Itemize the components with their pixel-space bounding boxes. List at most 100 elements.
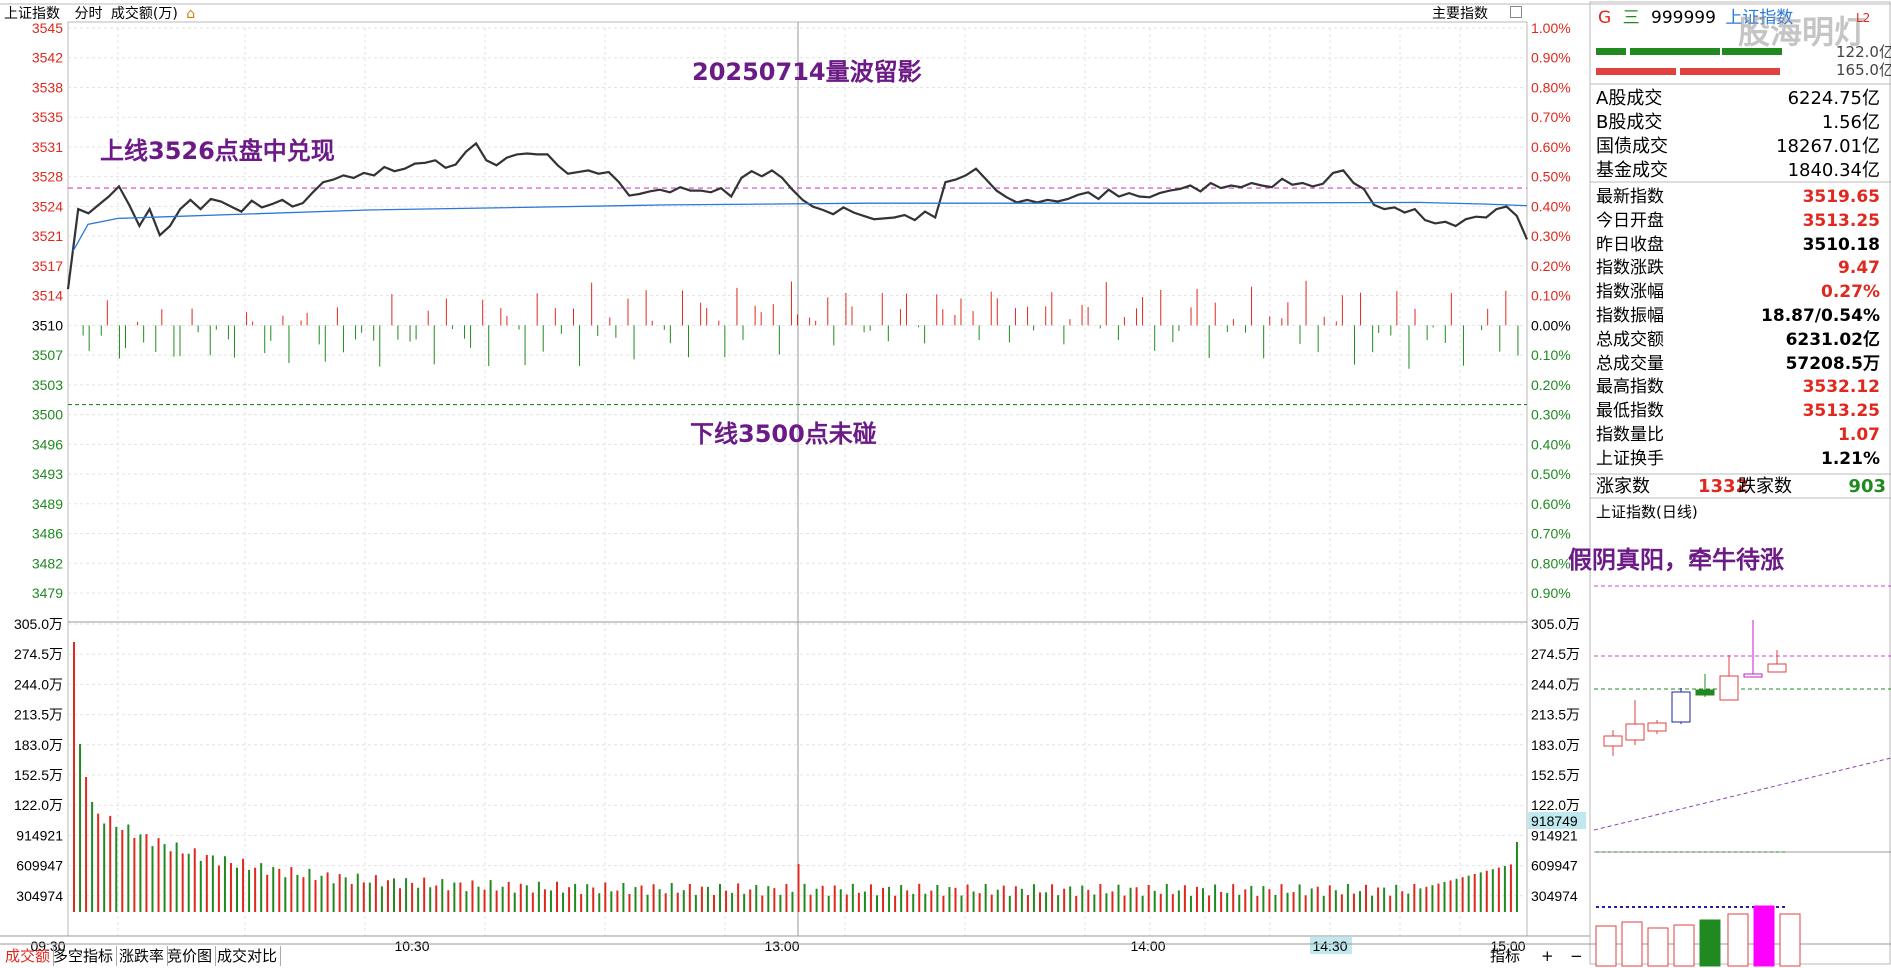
daily-candle	[1647, 722, 1667, 732]
summary-label: 基金成交	[1596, 160, 1668, 181]
percent-tick-label: 0.80%	[1531, 555, 1571, 571]
volume-tick-label: 183.0万	[14, 737, 63, 753]
price-tick-label: 3542	[32, 50, 63, 66]
stat-value: 3513.25	[1802, 210, 1880, 231]
zoom-in-button[interactable]: +	[1541, 947, 1554, 965]
volume-tick-label: 274.5万	[14, 646, 63, 662]
stat-row: 指数涨幅 0.27%	[1594, 281, 1884, 303]
tab-4[interactable]: 成交对比	[214, 946, 282, 966]
stat-value: 1.07	[1838, 425, 1880, 445]
l2-badge[interactable]: L2	[1856, 11, 1871, 25]
ratio-bar-green	[1722, 48, 1782, 55]
volume-right-label: 305.0万	[1531, 616, 1580, 632]
zoom-out-button[interactable]: −	[1570, 947, 1583, 965]
bar-value-2: 165.0亿	[1836, 61, 1891, 79]
tab-0[interactable]: 成交额	[2, 946, 55, 966]
price-tick-label: 3482	[32, 555, 63, 571]
time-tick-label: 10:30	[394, 938, 429, 954]
volume-tick-label: 244.0万	[14, 676, 63, 692]
index-code: 999999	[1651, 8, 1716, 28]
stat-label: 昨日收盘	[1596, 234, 1664, 255]
indicator-button[interactable]: 指标	[1490, 947, 1521, 965]
mode-tab[interactable]: 分时	[74, 6, 103, 22]
stat-label: 指数涨跌	[1596, 258, 1664, 279]
percent-tick-label: 0.30%	[1531, 228, 1571, 244]
volume-tick-label: 305.0万	[14, 616, 63, 632]
daily-chart-title[interactable]: 上证指数(日线)	[1596, 503, 1698, 521]
panel-toggle-icon[interactable]	[1510, 6, 1522, 18]
ratio-bar-green	[1596, 48, 1626, 55]
percent-tick-label: 0.10%	[1531, 347, 1571, 363]
sub-indicator-label[interactable]: 成交额(万)	[110, 6, 178, 22]
stat-label: 今日开盘	[1596, 210, 1664, 231]
stat-row: 今日开盘 3513.25	[1594, 210, 1884, 232]
summary-label: 国债成交	[1596, 136, 1668, 157]
daily-volume-bar	[1647, 927, 1669, 967]
percent-tick-label: 0.60%	[1531, 139, 1571, 155]
annotation-title: 20250714量波留影	[692, 58, 922, 86]
index-line	[66, 141, 1529, 290]
price-tick-label: 3545	[32, 20, 63, 36]
volume-tick-label: 122.0万	[14, 797, 63, 813]
list-icon[interactable]: 三	[1622, 8, 1640, 28]
price-tick-label: 3500	[32, 407, 63, 423]
bar-value-1: 122.0亿	[1836, 43, 1891, 61]
percent-tick-label: 0.60%	[1531, 496, 1571, 512]
bell-icon[interactable]: ⌂	[186, 6, 196, 22]
summary-row: B股成交 1.56亿	[1594, 112, 1884, 134]
price-tick-label: 3538	[32, 79, 63, 95]
price-tick-label: 3507	[32, 347, 63, 363]
daily-trend-line	[1593, 757, 1891, 831]
percent-tick-label: 0.80%	[1531, 79, 1571, 95]
price-tick-label: 3531	[32, 139, 63, 155]
volume-tick-label: 152.5万	[14, 767, 63, 783]
price-tick-label: 3486	[32, 526, 63, 542]
up-count: 1332	[1698, 476, 1749, 497]
summary-row: A股成交 6224.75亿	[1594, 88, 1884, 110]
time-tick-label: 15:00	[1490, 938, 1525, 954]
percent-tick-label: 0.50%	[1531, 466, 1571, 482]
percent-tick-label: 0.50%	[1531, 169, 1571, 185]
time-tick-label: 13:00	[764, 938, 799, 954]
stat-value: 6231.02亿	[1785, 329, 1880, 350]
daily-volume-bar	[1753, 905, 1775, 967]
tab-3[interactable]: 竞价图	[164, 946, 217, 966]
percent-tick-label: 0.30%	[1531, 407, 1571, 423]
stat-label: 上证换手	[1596, 448, 1664, 469]
g-badge: G	[1598, 8, 1612, 28]
main-index-button[interactable]: 主要指数	[1432, 6, 1488, 22]
volume-highlight-box	[1528, 812, 1586, 829]
watermark: 股海明灯	[1738, 13, 1867, 51]
volume-right-label: 152.5万	[1531, 767, 1580, 783]
stat-value: 9.47	[1838, 258, 1880, 279]
volume-right-label: 914921	[1531, 827, 1578, 843]
index-name: 上证指数	[4, 6, 60, 22]
summary-value: 1840.34亿	[1787, 160, 1880, 181]
volume-tick-label: 304974	[16, 888, 63, 904]
tab-2[interactable]: 涨跌率	[116, 946, 169, 966]
time-tick-label: 09:30	[30, 938, 65, 954]
stat-label: 总成交额	[1596, 329, 1664, 350]
percent-tick-label: 0.90%	[1531, 50, 1571, 66]
price-tick-label: 3517	[32, 258, 63, 274]
time-tick-label: 14:00	[1130, 938, 1165, 954]
stat-row: 总成交量 57208.5万	[1594, 353, 1884, 375]
stat-label: 最新指数	[1596, 187, 1664, 207]
volume-right-label: 609947	[1531, 858, 1578, 874]
time-tick-label: 14:30	[1312, 938, 1347, 954]
summary-value: 18267.01亿	[1776, 136, 1880, 157]
ratio-bar-green	[1630, 48, 1720, 55]
tab-1[interactable]: 多空指标	[50, 946, 118, 966]
summary-value: 1.56亿	[1821, 112, 1880, 133]
percent-tick-label: 0.90%	[1531, 585, 1571, 601]
stat-label: 指数振幅	[1596, 306, 1664, 326]
daily-candle	[1671, 691, 1691, 723]
top-title: 上证指数 分时 成交额(万) ⌂	[4, 6, 195, 22]
stat-value: 18.87/0.54%	[1761, 306, 1880, 326]
annotation-upper: 上线3526点盘中兑现	[100, 137, 335, 165]
volume-right-label: 122.0万	[1531, 797, 1580, 813]
stat-label: 最低指数	[1596, 401, 1664, 422]
daily-volume-bar	[1595, 925, 1617, 967]
stat-value: 57208.5万	[1785, 353, 1880, 374]
